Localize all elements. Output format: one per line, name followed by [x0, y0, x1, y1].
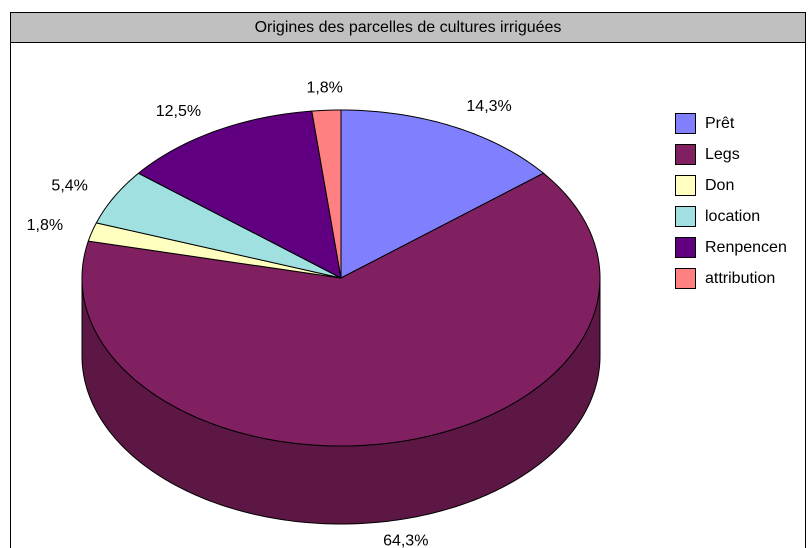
legend-label: Legs — [705, 146, 740, 163]
data-label: 1,8% — [306, 80, 342, 97]
legend-label: attribution — [705, 270, 775, 287]
legend-swatch — [675, 113, 696, 134]
pie-slice — [311, 109, 342, 279]
legend-swatch — [675, 237, 696, 258]
legend-label: Don — [705, 177, 734, 194]
legend-swatch — [675, 175, 696, 196]
data-label: 5,4% — [51, 178, 87, 195]
pie-slice — [340, 109, 545, 279]
legend-label: Prêt — [705, 115, 735, 132]
legend-swatch — [675, 144, 696, 165]
legend-swatch — [675, 206, 696, 227]
legend-label: location — [705, 208, 760, 225]
legend-swatch — [675, 268, 696, 289]
data-label: 12,5% — [156, 103, 201, 120]
data-label: 14,3% — [466, 98, 511, 115]
title-bar — [10, 12, 806, 43]
chart-title: Origines des parcelles de cultures irrig… — [255, 19, 562, 36]
pie-slice — [81, 172, 601, 447]
pie-slice — [95, 172, 342, 279]
data-label: 64,3% — [383, 532, 428, 548]
legend-label: Renpencen — [705, 239, 787, 256]
pie-slice — [137, 110, 342, 279]
data-label: 1,8% — [27, 217, 63, 234]
